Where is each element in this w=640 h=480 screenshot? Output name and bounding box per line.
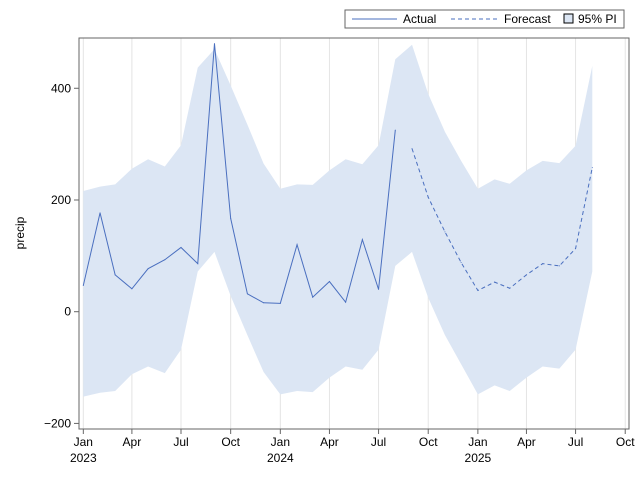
forecast-data-point (427, 196, 429, 198)
legend-band-swatch (563, 13, 574, 24)
actual-data-point (197, 263, 199, 265)
legend-frame (344, 9, 625, 29)
x-tick-label: Jan (74, 435, 93, 449)
actual-data-point (164, 259, 166, 261)
x-tick-label: Apr (320, 435, 339, 449)
legend: Actual Forecast 95% PI (344, 9, 625, 29)
actual-series-line (82, 43, 396, 304)
x-tick-label: Jan (468, 435, 487, 449)
forecast-data-point (591, 167, 593, 169)
x-tick-label: Apr (123, 435, 142, 449)
actual-data-point (114, 274, 116, 276)
legend-band-label: 95% PI (578, 12, 617, 26)
forecast-data-point (542, 263, 544, 265)
x-axis: Jan 2023 Apr Jul Oct Jan 2024 Apr Jul Oct Jan 2025 A… (70, 429, 635, 465)
forecast-data-point (444, 231, 446, 233)
actual-data-point (394, 129, 396, 131)
forecast-data-point (477, 289, 479, 291)
x-year-label: 2024 (267, 451, 294, 465)
x-year-label: 2025 (465, 451, 492, 465)
legend-forecast-label: Forecast (504, 12, 551, 26)
actual-data-point (279, 302, 281, 304)
y-tick-label: 0 (64, 305, 71, 319)
x-tick-label: Oct (419, 435, 438, 449)
actual-data-point (213, 43, 215, 45)
y-tick-label: 400 (51, 81, 71, 95)
forecast-data-point (525, 274, 527, 276)
actual-data-point (378, 288, 380, 290)
y-axis-title: precip (13, 216, 27, 249)
x-tick-label: Oct (221, 435, 240, 449)
plot-frame (78, 37, 630, 430)
x-tick-label: Jan (271, 435, 290, 449)
actual-data-point (180, 246, 182, 248)
actual-data-point (345, 301, 347, 303)
forecast-series-line (411, 148, 593, 292)
forecast-data-point (575, 248, 577, 250)
y-tick-label: 200 (51, 193, 71, 207)
actual-data-point (361, 239, 363, 241)
actual-data-point (312, 296, 314, 298)
forecast-data-point (460, 262, 462, 264)
x-year-label: 2023 (70, 451, 97, 465)
actual-data-point (263, 302, 265, 304)
x-tick-label: Oct (616, 435, 635, 449)
series-lines (82, 43, 593, 304)
forecast-data-point (411, 148, 413, 150)
actual-data-point (230, 217, 232, 219)
actual-data-point (147, 268, 149, 270)
forecast-data-point (558, 265, 560, 267)
band-area (83, 44, 593, 397)
x-tick-label: Jul (173, 435, 188, 449)
actual-data-point (296, 244, 298, 246)
x-tick-label: Jul (568, 435, 583, 449)
actual-data-point (82, 284, 84, 286)
legend-actual-label: Actual (403, 12, 436, 26)
x-tick-label: Jul (371, 435, 386, 449)
forecast-data-point (509, 287, 511, 289)
forecast-data-point (494, 281, 496, 283)
x-tick-label: Apr (517, 435, 536, 449)
y-tick-label: −200 (44, 416, 71, 430)
prediction-interval-band (83, 44, 593, 397)
actual-data-point (246, 293, 248, 295)
actual-data-point (99, 212, 101, 214)
y-axis: −200 0 200 400 (44, 81, 79, 430)
actual-data-point (131, 288, 133, 290)
actual-data-point (328, 281, 330, 283)
